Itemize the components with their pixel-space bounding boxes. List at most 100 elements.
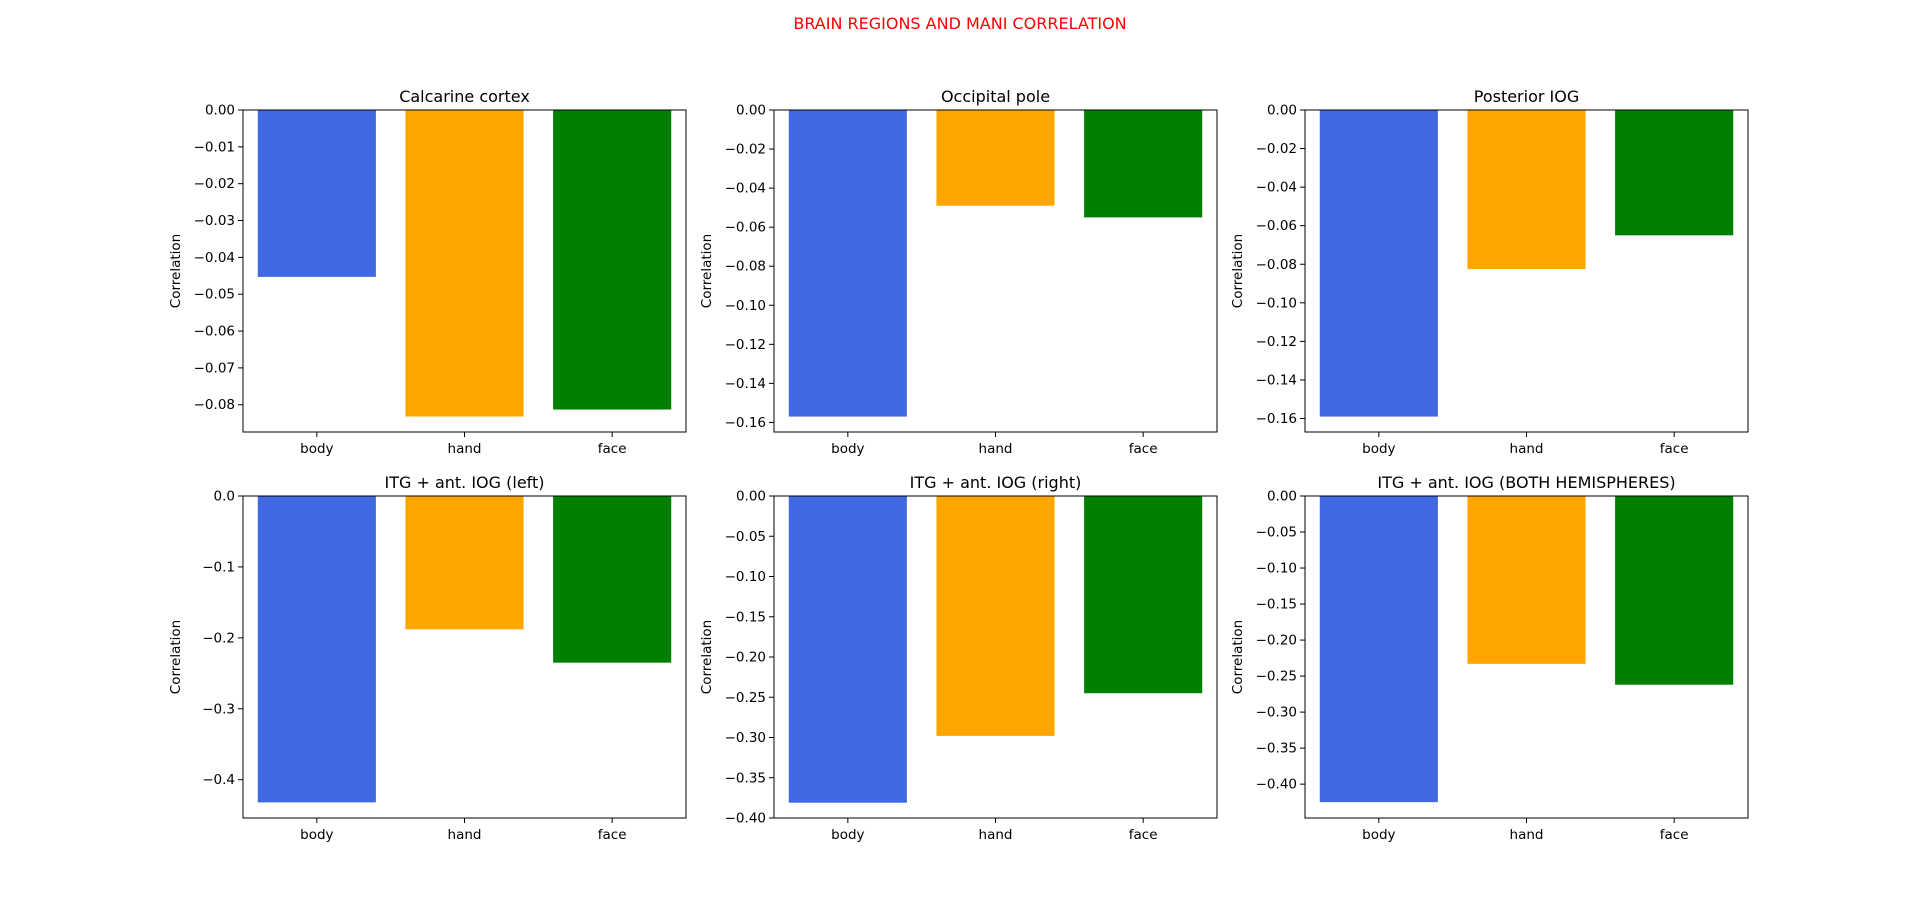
y-tick-label: −0.35 — [725, 770, 766, 786]
y-tick-label: −0.40 — [1256, 777, 1297, 793]
figure-title: BRAIN REGIONS AND MANI CORRELATION — [793, 14, 1127, 33]
y-tick-label: −0.08 — [1256, 257, 1297, 273]
x-tick-label: hand — [448, 441, 482, 457]
x-tick-label: body — [300, 827, 333, 843]
bar-body — [257, 496, 376, 803]
y-tick-label: 0.0 — [214, 489, 235, 505]
y-tick-label: −0.06 — [1256, 218, 1297, 234]
y-tick-label: −0.35 — [1256, 741, 1297, 757]
subplot-2: 0.00 −0.02 −0.04 −0.06 −0.08 −0.10 −0.12 −0.14 −… — [1230, 87, 1749, 457]
x-tick-label: face — [598, 827, 627, 843]
y-tick-label: −0.2 — [202, 630, 235, 646]
y-tick-label: −0.08 — [194, 397, 235, 413]
x-tick-label: body — [1362, 827, 1395, 843]
bar-body — [788, 110, 907, 417]
y-tick-label: −0.15 — [1256, 597, 1297, 613]
y-tick-label: −0.16 — [1256, 411, 1297, 427]
y-tick-label: −0.1 — [202, 559, 235, 575]
y-tick-label: −0.4 — [202, 772, 235, 788]
y-tick-label: −0.3 — [202, 701, 235, 717]
subplot-title: Occipital pole — [941, 87, 1050, 106]
y-tick-label: −0.03 — [194, 213, 235, 229]
y-tick-label: −0.04 — [1256, 180, 1297, 196]
x-tick-label: hand — [979, 441, 1013, 457]
x-tick-label: body — [831, 441, 864, 457]
y-axis-label: Correlation — [699, 620, 715, 694]
y-axis-label: Correlation — [699, 234, 715, 308]
x-tick-label: hand — [1510, 827, 1544, 843]
subplot-title: ITG + ant. IOG (right) — [910, 473, 1082, 492]
y-tick-label: −0.05 — [725, 529, 766, 545]
x-tick-label: body — [1362, 441, 1395, 457]
y-tick-label: −0.05 — [1256, 525, 1297, 541]
y-tick-label: −0.05 — [194, 287, 235, 303]
y-tick-label: −0.02 — [1256, 141, 1297, 157]
y-tick-label: −0.20 — [725, 650, 766, 666]
y-tick-label: −0.10 — [1256, 295, 1297, 311]
y-tick-label: −0.10 — [725, 298, 766, 314]
y-tick-label: −0.07 — [194, 360, 235, 376]
bar-face — [1615, 496, 1734, 685]
subplot-4: 0.00 −0.05 −0.10 −0.15 −0.20 −0.25 −0.30 −0.35 −… — [699, 473, 1218, 843]
subplot-5: 0.00 −0.05 −0.10 −0.15 −0.20 −0.25 −0.30 −0.35 −… — [1230, 473, 1749, 843]
y-tick-label: −0.15 — [725, 609, 766, 625]
bar-hand — [405, 496, 524, 630]
bar-hand — [1467, 496, 1586, 664]
y-axis-label: Correlation — [1230, 620, 1246, 694]
y-tick-label: −0.12 — [725, 337, 766, 353]
x-tick-label: body — [300, 441, 333, 457]
bar-hand — [936, 496, 1055, 736]
y-tick-label: −0.40 — [725, 811, 766, 827]
y-tick-label: −0.08 — [725, 259, 766, 275]
y-tick-label: −0.16 — [725, 415, 766, 431]
x-tick-label: hand — [448, 827, 482, 843]
x-tick-label: face — [598, 441, 627, 457]
y-axis-label: Correlation — [168, 234, 184, 308]
subplot-0: 0.00 −0.01 −0.02 −0.03 −0.04 −0.05 −0.06 −0.07 −… — [168, 87, 687, 457]
bar-body — [257, 110, 376, 277]
y-tick-label: −0.10 — [725, 569, 766, 585]
y-tick-label: −0.30 — [1256, 705, 1297, 721]
x-tick-label: face — [1129, 827, 1158, 843]
bar-body — [788, 496, 907, 803]
y-axis-label: Correlation — [168, 620, 184, 694]
y-tick-label: 0.00 — [736, 103, 766, 119]
x-tick-label: hand — [1510, 441, 1544, 457]
y-tick-label: 0.00 — [205, 103, 235, 119]
subplot-title: ITG + ant. IOG (left) — [384, 473, 544, 492]
subplot-title: ITG + ant. IOG (BOTH HEMISPHERES) — [1377, 473, 1675, 492]
x-tick-label: face — [1660, 827, 1689, 843]
bar-hand — [1467, 110, 1586, 270]
x-tick-label: hand — [979, 827, 1013, 843]
y-tick-label: −0.20 — [1256, 633, 1297, 649]
y-tick-label: 0.00 — [1267, 103, 1297, 119]
subplot-title: Posterior IOG — [1474, 87, 1580, 106]
subplot-3: 0.0 −0.1 −0.2 −0.3 −0.4 body hand face ITG + ant… — [168, 473, 687, 843]
y-tick-label: −0.25 — [725, 690, 766, 706]
bar-face — [553, 496, 672, 663]
x-tick-label: face — [1660, 441, 1689, 457]
bar-hand — [405, 110, 524, 417]
bar-face — [1084, 496, 1203, 694]
x-tick-label: face — [1129, 441, 1158, 457]
y-tick-label: −0.02 — [194, 176, 235, 192]
y-tick-label: −0.10 — [1256, 561, 1297, 577]
y-tick-label: −0.14 — [725, 376, 766, 392]
subplot-title: Calcarine cortex — [399, 87, 530, 106]
y-axis-label: Correlation — [1230, 234, 1246, 308]
y-tick-label: −0.12 — [1256, 334, 1297, 350]
y-tick-label: −0.04 — [725, 181, 766, 197]
y-tick-label: −0.01 — [194, 139, 235, 155]
x-tick-label: body — [831, 827, 864, 843]
y-tick-label: 0.00 — [736, 489, 766, 505]
y-tick-label: −0.06 — [725, 220, 766, 236]
y-tick-label: −0.02 — [725, 142, 766, 158]
bar-face — [553, 110, 672, 410]
bar-body — [1319, 496, 1438, 803]
y-tick-label: −0.30 — [725, 730, 766, 746]
bar-hand — [936, 110, 1055, 206]
bar-body — [1319, 110, 1438, 417]
y-tick-label: −0.25 — [1256, 669, 1297, 685]
